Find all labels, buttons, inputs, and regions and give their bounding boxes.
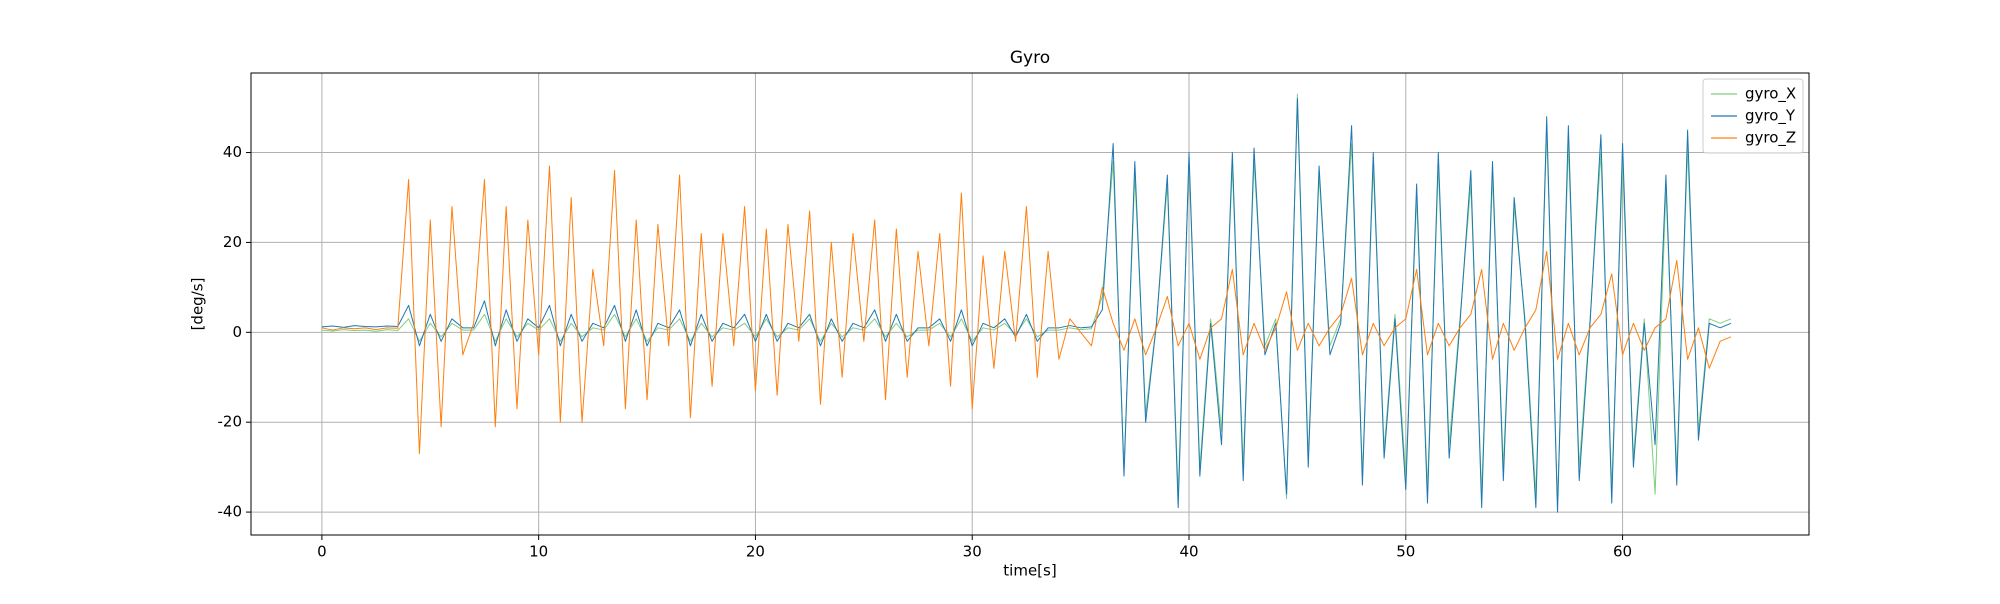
y-tick-label: -40 [218,503,243,521]
x-tick-label: 20 [746,543,765,561]
legend: gyro_X gyro_Y gyro_Z [1702,78,1804,154]
legend-label: gyro_X [1745,85,1796,104]
y-tick-label: 40 [223,143,242,161]
legend-box [1702,78,1804,154]
x-tick-label: 50 [1396,543,1415,561]
y-tick-label: 0 [232,323,242,341]
legend-label: gyro_Z [1745,129,1796,148]
x-tick-label: 30 [963,543,982,561]
y-tick-label: 20 [223,233,242,251]
data-line [321,93,1732,504]
x-tick-label: 60 [1613,543,1632,561]
x-tick-label: 10 [529,543,548,561]
x-tick-label: 0 [317,543,327,561]
y-tick-label: -20 [218,413,243,431]
x-tick-label: 40 [1179,543,1198,561]
data-line [321,165,1732,455]
y-axis-label: [deg/s] [189,278,207,331]
x-axis-label: time[s] [1003,562,1056,580]
plot-frame [250,72,1810,536]
data-line [321,98,1732,513]
chart-title: Gyro [1010,48,1050,68]
legend-label: gyro_Y [1745,107,1796,126]
